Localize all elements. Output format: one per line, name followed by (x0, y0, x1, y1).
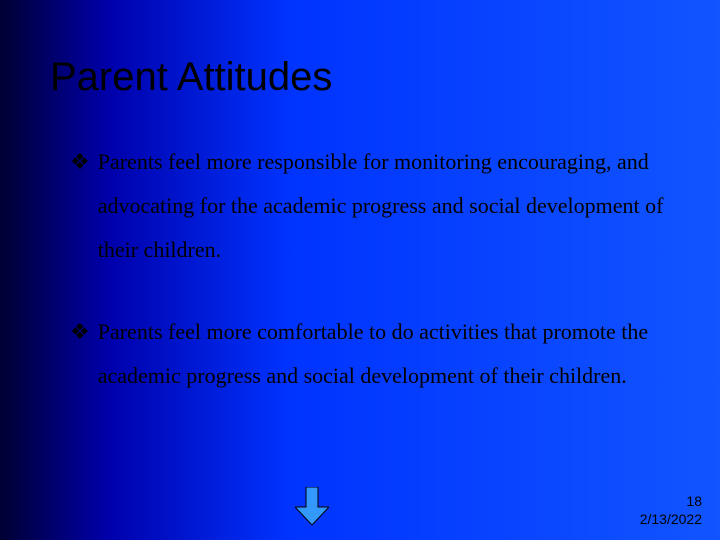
down-arrow-icon (295, 487, 329, 530)
bullet-item: ❖ Parents feel more comfortable to do ac… (70, 310, 670, 398)
slide-number: 18 (640, 493, 702, 511)
slide-date: 2/13/2022 (640, 511, 702, 529)
slide-footer: 18 2/13/2022 (640, 493, 702, 528)
bullet-item: ❖ Parents feel more responsible for moni… (70, 140, 670, 272)
slide-title: Parent Attitudes (50, 55, 332, 100)
bullet-text: Parents feel more comfortable to do acti… (98, 310, 670, 398)
diamond-bullet-icon: ❖ (70, 310, 90, 398)
arrow-polygon (295, 487, 329, 525)
diamond-bullet-icon: ❖ (70, 140, 90, 272)
slide: Parent Attitudes ❖ Parents feel more res… (0, 0, 720, 540)
slide-body: ❖ Parents feel more responsible for moni… (70, 140, 670, 436)
bullet-text: Parents feel more responsible for monito… (98, 140, 670, 272)
